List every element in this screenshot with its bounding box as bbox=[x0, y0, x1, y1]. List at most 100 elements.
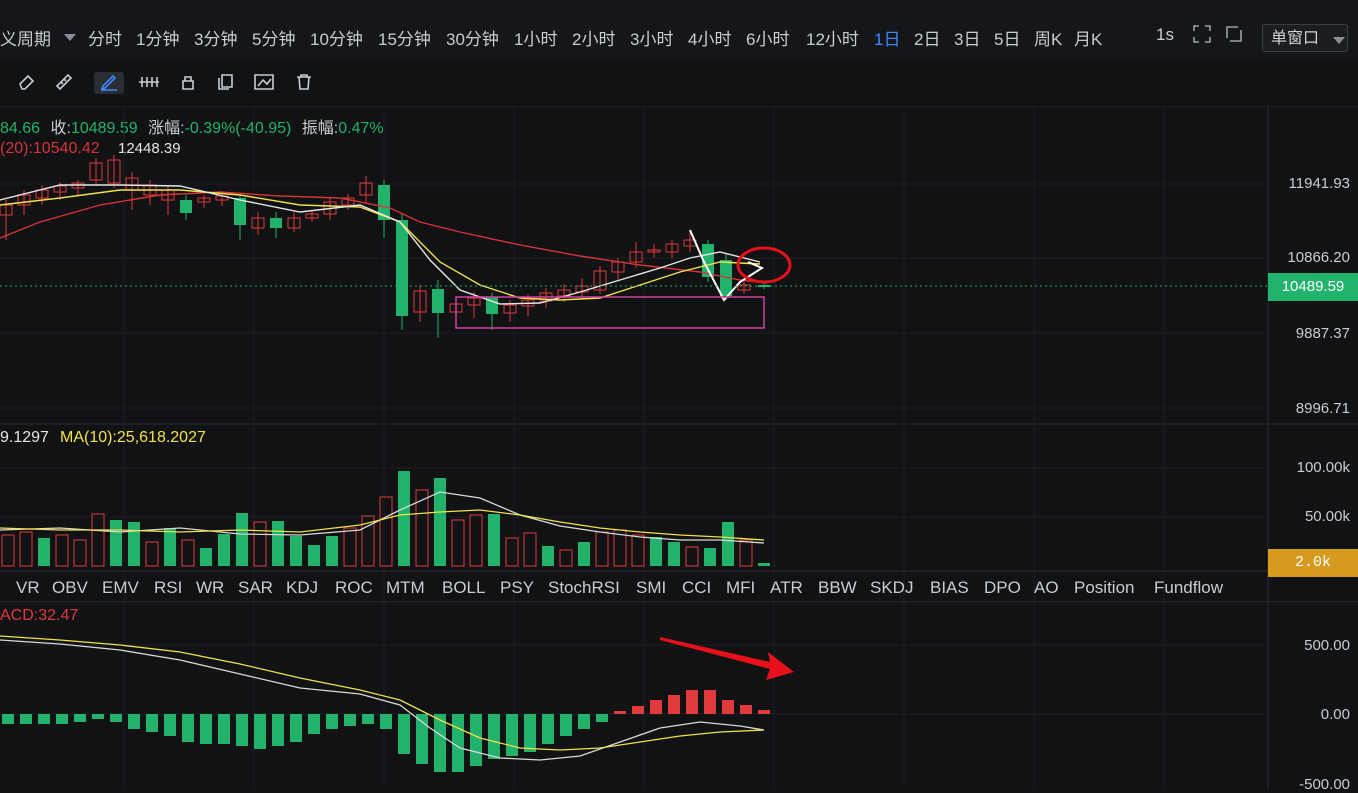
current-price-tag: 10489.59 bbox=[1268, 273, 1358, 301]
macd-histogram-bar bbox=[272, 714, 284, 746]
ruler-icon[interactable] bbox=[52, 72, 76, 94]
timeframe-2[interactable]: 3分钟 bbox=[194, 30, 238, 49]
timeframe-14[interactable]: 2日 bbox=[914, 30, 941, 49]
period-selector[interactable]: 义周期 bbox=[0, 30, 51, 49]
macd-histogram-bar bbox=[254, 714, 266, 749]
lock-icon[interactable] bbox=[176, 72, 200, 94]
indicator-tab-bias[interactable]: BIAS bbox=[930, 578, 969, 597]
volume-bar bbox=[145, 541, 159, 567]
fullscreen-icon[interactable] bbox=[1192, 24, 1212, 44]
timeframe-10[interactable]: 4小时 bbox=[688, 30, 732, 49]
indicator-tab-obv[interactable]: OBV bbox=[52, 578, 88, 597]
indicator-tab-stochrsi[interactable]: StochRSI bbox=[548, 578, 620, 597]
candle-body bbox=[467, 297, 481, 306]
indicator-tab-dpo[interactable]: DPO bbox=[984, 578, 1021, 597]
macd-histogram-bar bbox=[398, 714, 410, 754]
timeframe-11[interactable]: 6小时 bbox=[746, 30, 790, 49]
volume-bar bbox=[758, 563, 770, 566]
macd-histogram-bar bbox=[416, 714, 428, 764]
macd-histogram-bar bbox=[560, 714, 572, 736]
indicator-tab-boll[interactable]: BOLL bbox=[442, 578, 486, 597]
indicator-tab-position[interactable]: Position bbox=[1074, 578, 1135, 597]
indicator-tab-bbw[interactable]: BBW bbox=[818, 578, 857, 597]
volume-bar bbox=[722, 522, 734, 566]
timeframe-18[interactable]: 月K bbox=[1074, 30, 1103, 49]
candle-body bbox=[53, 185, 67, 193]
macd-histogram-bar bbox=[380, 714, 392, 729]
timeframe-8[interactable]: 2小时 bbox=[572, 30, 616, 49]
indicator-tab-ao[interactable]: AO bbox=[1034, 578, 1059, 597]
timeframe-6[interactable]: 30分钟 bbox=[446, 30, 499, 49]
macd-histogram-bar bbox=[56, 714, 68, 724]
timeframe-1[interactable]: 1分钟 bbox=[136, 30, 180, 49]
timeframe-17[interactable]: 周K bbox=[1034, 30, 1063, 49]
indicator-tab-smi[interactable]: SMI bbox=[636, 578, 667, 597]
ma20-line bbox=[0, 191, 769, 284]
macd-histogram-bar bbox=[362, 714, 374, 724]
candle-body bbox=[413, 290, 427, 313]
indicator-tab-kdj[interactable]: KDJ bbox=[286, 578, 319, 597]
settings-icon[interactable] bbox=[252, 72, 276, 94]
candle-body bbox=[251, 217, 265, 229]
timeframe-0[interactable]: 分时 bbox=[88, 30, 122, 49]
timeframe-3[interactable]: 5分钟 bbox=[252, 30, 296, 49]
interval-label[interactable]: 1s bbox=[1156, 25, 1174, 44]
window-mode-select[interactable]: 单窗口 bbox=[1262, 24, 1348, 52]
volume-bar bbox=[668, 542, 680, 566]
timeframe-4[interactable]: 10分钟 bbox=[310, 30, 363, 49]
candle-body bbox=[720, 260, 732, 296]
macd-dif-line bbox=[0, 639, 765, 761]
volume-bar bbox=[55, 534, 69, 567]
candle-body bbox=[234, 198, 246, 225]
macd-histogram-bar bbox=[686, 690, 698, 714]
volume-bar bbox=[398, 471, 410, 566]
macd-histogram-bar bbox=[704, 690, 716, 714]
timeframe-12[interactable]: 12小时 bbox=[806, 30, 859, 49]
indicator-tab-roc[interactable]: ROC bbox=[335, 578, 373, 597]
volume-bar bbox=[542, 546, 554, 566]
indicator-tab-vr[interactable]: VR bbox=[16, 578, 40, 597]
indicator-tab-rsi[interactable]: RSI bbox=[154, 578, 183, 597]
indicator-tab-emv[interactable]: EMV bbox=[102, 578, 139, 597]
price-info-row: 84.66 收:10489.59 涨幅:-0.39%(-40.95) 振幅:0.… bbox=[0, 114, 384, 138]
volume-bar bbox=[343, 527, 357, 567]
candle-body bbox=[758, 285, 770, 287]
timeframe-15[interactable]: 3日 bbox=[954, 30, 981, 49]
indicator-tab-mtm[interactable]: MTM bbox=[386, 578, 425, 597]
copy-icon[interactable] bbox=[214, 72, 238, 94]
indicator-tab-mfi[interactable]: MFI bbox=[726, 578, 756, 597]
timeframe-5[interactable]: 15分钟 bbox=[378, 30, 431, 49]
candle-body bbox=[702, 244, 714, 277]
chevron-down-icon[interactable] bbox=[64, 34, 76, 41]
indicator-tab-wr[interactable]: WR bbox=[196, 578, 225, 597]
screenshot-icon[interactable] bbox=[1224, 24, 1244, 44]
ma-label: (20):10540.42 bbox=[0, 140, 100, 157]
indicator-tab-fundflow[interactable]: Fundflow bbox=[1154, 578, 1223, 597]
indicator-tab-atr[interactable]: ATR bbox=[770, 578, 803, 597]
amplitude-value: 0.47% bbox=[338, 120, 384, 137]
volume-bar bbox=[236, 513, 248, 566]
eraser-icon[interactable] bbox=[14, 72, 38, 94]
macd-axis-tick: 0.00 bbox=[1320, 706, 1350, 723]
indicator-tab-sar[interactable]: SAR bbox=[238, 578, 273, 597]
indicator-tab-psy[interactable]: PSY bbox=[500, 578, 535, 597]
timeframe-13[interactable]: 1日 bbox=[874, 30, 901, 49]
trash-icon[interactable] bbox=[292, 72, 316, 94]
candle-body bbox=[629, 251, 643, 263]
macd-histogram-bar bbox=[128, 714, 140, 729]
macd-histogram-bar bbox=[596, 714, 608, 722]
macd-histogram-bar bbox=[506, 714, 518, 756]
timeframe-7[interactable]: 1小时 bbox=[514, 30, 558, 49]
macd-histogram-bar bbox=[74, 714, 86, 722]
volume-bar bbox=[164, 528, 176, 566]
pen-icon[interactable] bbox=[94, 72, 124, 94]
indicator-tab-skdj[interactable]: SKDJ bbox=[870, 578, 914, 597]
pattern-icon[interactable] bbox=[137, 72, 161, 94]
candle-body bbox=[396, 220, 408, 316]
timeframe-16[interactable]: 5日 bbox=[994, 30, 1021, 49]
volume-bar bbox=[704, 548, 716, 566]
timeframe-9[interactable]: 3小时 bbox=[630, 30, 674, 49]
volume-bar bbox=[631, 534, 645, 567]
indicator-tab-cci[interactable]: CCI bbox=[682, 578, 712, 597]
